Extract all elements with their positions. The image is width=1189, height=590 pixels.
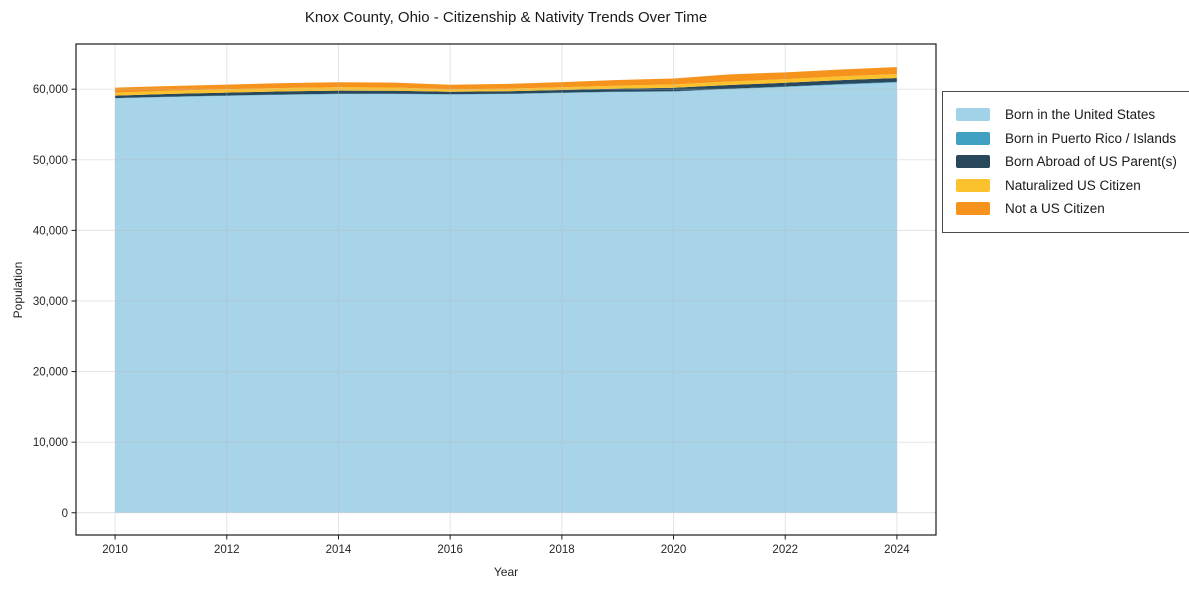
legend-label: Born in Puerto Rico / Islands — [1005, 130, 1177, 146]
legend-label: Not a US Citizen — [1005, 201, 1105, 217]
plot-border — [75, 43, 937, 536]
y-tick-label: 60,000 — [33, 84, 68, 96]
legend-label: Born Abroad of US Parent(s) — [1005, 154, 1177, 170]
area-series-born-in-the-united-states — [115, 82, 897, 513]
legend-item-not-a-us-citizen: Not a US Citizen — [956, 197, 1189, 221]
legend-swatch-icon — [956, 178, 990, 192]
legend-item-born-abroad-of-us-parent-s: Born Abroad of US Parent(s) — [956, 150, 1189, 174]
legend-item-born-in-puerto-rico-islands: Born in Puerto Rico / Islands — [956, 127, 1189, 151]
x-tick-label: 2018 — [549, 544, 575, 556]
y-tick-label: 40,000 — [33, 225, 68, 237]
axis-ticks — [71, 88, 898, 540]
legend-item-born-in-the-united-states: Born in the United States — [956, 103, 1189, 127]
legend-swatch-icon — [956, 131, 990, 145]
legend-label: Born in the United States — [1005, 107, 1156, 123]
y-tick-label: 10,000 — [33, 437, 68, 449]
legend-swatch-icon — [956, 155, 990, 169]
legend-label: Naturalized US Citizen — [1005, 177, 1141, 193]
y-tick-label: 50,000 — [33, 155, 68, 167]
area-series-born-abroad-of-us-parent-s — [115, 78, 897, 99]
y-tick-label: 30,000 — [33, 296, 68, 308]
x-tick-label: 2010 — [102, 544, 128, 556]
area-series-naturalized-us-citizen — [115, 74, 897, 96]
y-axis-label: Population — [11, 261, 25, 319]
x-tick-label: 2024 — [884, 544, 910, 556]
area-series-born-in-puerto-rico-islands — [115, 81, 897, 99]
x-tick-label: 2020 — [661, 544, 687, 556]
gridlines — [76, 44, 936, 535]
area-series-not-a-us-citizen — [115, 67, 897, 93]
chart-title: Knox County, Ohio - Citizenship & Nativi… — [304, 9, 708, 26]
y-tick-label: 0 — [62, 508, 68, 520]
x-tick-label: 2012 — [214, 544, 240, 556]
legend-swatch-icon — [956, 202, 990, 216]
y-tick-label: 20,000 — [33, 367, 68, 379]
x-tick-label: 2022 — [772, 544, 798, 556]
x-axis-label: Year — [493, 565, 519, 579]
x-tick-label: 2016 — [437, 544, 463, 556]
legend-swatch-icon — [956, 108, 990, 122]
x-tick-label: 2014 — [326, 544, 352, 556]
legend-item-naturalized-us-citizen: Naturalized US Citizen — [956, 174, 1189, 198]
chart-legend: Born in the United States Born in Puerto … — [942, 91, 1189, 233]
